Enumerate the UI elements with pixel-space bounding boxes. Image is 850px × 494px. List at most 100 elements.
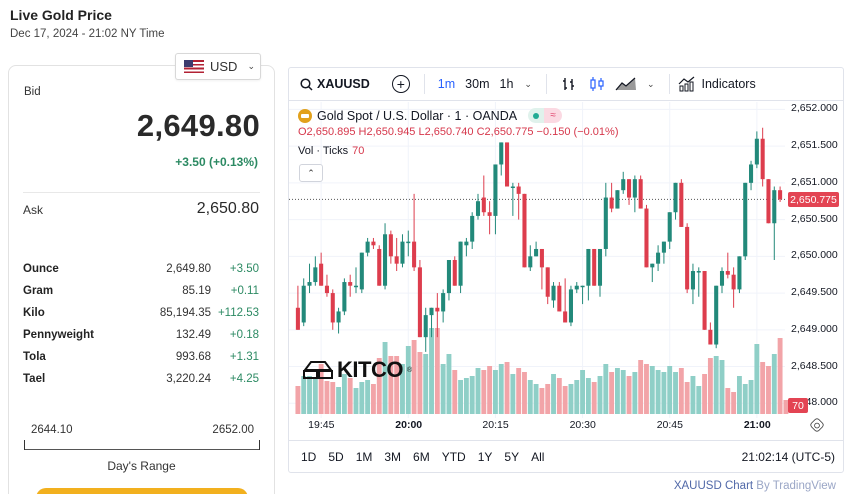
unit-price: 2,649.80: [166, 263, 211, 275]
range-button-1m[interactable]: 1M: [355, 450, 373, 464]
kitco-bars-icon: [303, 361, 333, 379]
page-title: Live Gold Price: [10, 7, 112, 23]
days-range-bar: [24, 440, 260, 450]
currency-select[interactable]: USD ⌄: [175, 53, 261, 80]
unit-row-gram: Gram 85.19 +0.11: [23, 280, 259, 302]
chevron-up-icon: ⌃: [307, 167, 315, 178]
divider: [23, 192, 260, 193]
unit-row-pennyweight: Pennyweight 132.49 +0.18: [23, 324, 259, 346]
unit-price: 132.49: [175, 329, 211, 341]
time-axis-label: 20:15: [482, 419, 509, 431]
price-axis-label: 2,649.000: [791, 322, 838, 335]
chart-type-dropdown-chevron-icon[interactable]: ⌄: [646, 78, 655, 89]
candles-style-button[interactable]: [589, 68, 605, 100]
ohlc-values: O2,650.895 H2,650.945 L2,650.740 C2,650.…: [298, 126, 619, 138]
unit-change: +0.18: [229, 329, 259, 341]
interval-30m[interactable]: 30m: [465, 77, 490, 91]
attribution-symbol: XAUUSD: [673, 480, 722, 492]
bars-icon: [562, 78, 574, 90]
unit-name: Tael: [23, 373, 46, 385]
kitco-text: KITCO: [337, 357, 403, 382]
search-icon: [300, 77, 313, 91]
plus-icon: +: [396, 76, 405, 92]
chart-bottom-bar: 1D 5D 1M 3M 6M YTD 1Y 5Y All 21:02:14 (UTC-5): [289, 440, 843, 473]
tradingview-attribution[interactable]: XAUUSD Chart By TradingView: [674, 480, 836, 492]
bar-style-button[interactable]: [561, 68, 577, 100]
candles-icon: [590, 77, 604, 91]
attribution-by: By TradingView: [756, 480, 836, 492]
unit-name: Tola: [23, 351, 46, 363]
volume-value: 70: [352, 145, 365, 157]
last-price-tag: 2,650.775: [788, 192, 839, 208]
us-flag-icon: [184, 60, 204, 73]
compare-symbol-button[interactable]: +: [391, 75, 410, 93]
currency-value: USD: [210, 59, 238, 74]
indicators-label: Indicators: [701, 77, 756, 91]
candlestick-plot[interactable]: [289, 102, 845, 440]
ask-value: 2,650.80: [196, 200, 259, 217]
unit-row-tael: Tael 3,220.24 +4.25: [23, 368, 259, 390]
indicators-icon: [678, 76, 694, 92]
gold-symbol-icon: [298, 108, 312, 123]
area-style-button[interactable]: [615, 68, 637, 100]
price-axis-label: 2,651.000: [791, 175, 838, 188]
unit-price: 3,220.24: [166, 373, 211, 385]
area-chart-icon: [615, 77, 636, 91]
kitco-watermark: KITCO ®: [303, 357, 412, 383]
price-axis-label: 2,651.500: [791, 139, 838, 152]
unit-change: +112.53: [217, 307, 259, 319]
time-axis-label: 21:00: [743, 419, 771, 431]
registered-mark: ®: [406, 366, 412, 374]
time-axis-label: 20:00: [395, 419, 423, 431]
unit-name: Pennyweight: [23, 329, 94, 341]
range-button-all[interactable]: All: [531, 450, 545, 464]
chart-widget: XAUUSD + 1m 30m 1h ⌄ ⌄ Indicators Gold S…: [288, 67, 844, 473]
unit-change: +0.11: [230, 285, 259, 297]
unit-change: +1.31: [229, 351, 259, 363]
unit-row-kilo: Kilo 85,194.35 +112.53: [23, 302, 259, 324]
range-button-ytd[interactable]: YTD: [441, 450, 466, 464]
unit-name: Kilo: [23, 307, 45, 319]
chevron-down-icon: ⌄: [247, 61, 255, 71]
range-buttons: 1D 5D 1M 3M 6M YTD 1Y 5Y All: [301, 450, 556, 464]
range-button-1y[interactable]: 1Y: [477, 450, 493, 464]
toolbar-divider: [668, 74, 670, 94]
bid-value: 2,649.80: [136, 108, 260, 143]
unit-row-ounce: Ounce 2,649.80 +3.50: [23, 258, 259, 280]
price-axis-label: 2,652.000: [791, 102, 838, 115]
chart-toolbar: XAUUSD + 1m 30m 1h ⌄ ⌄ Indicators: [289, 68, 843, 101]
interval-dropdown-chevron-icon[interactable]: ⌄: [524, 78, 532, 89]
range-button-3m[interactable]: 3M: [384, 450, 402, 464]
price-card: [8, 65, 275, 494]
price-axis-label: 2,648.500: [791, 359, 838, 372]
range-button-5d[interactable]: 5D: [328, 450, 344, 464]
bid-label: Bid: [24, 86, 41, 98]
price-axis-label: 2,650.000: [791, 249, 838, 262]
range-button-5y[interactable]: 5Y: [504, 450, 520, 464]
symbol-label: XAUUSD: [317, 77, 370, 91]
range-button-1d[interactable]: 1D: [301, 450, 317, 464]
unit-price: 993.68: [175, 351, 211, 363]
chart-legend-title: Gold Spot / U.S. Dollar · 1 · OANDA ≈: [298, 108, 563, 123]
interval-1h[interactable]: 1h: [499, 77, 514, 91]
volume-label: Vol · Ticks: [298, 145, 349, 157]
interval-1m[interactable]: 1m: [437, 77, 456, 91]
legend-title-text: Gold Spot / U.S. Dollar · 1 · OANDA: [317, 108, 518, 123]
symbol-search-button[interactable]: XAUUSD: [300, 68, 370, 100]
market-status-pill[interactable]: ≈: [528, 108, 563, 123]
action-button[interactable]: [36, 488, 248, 494]
range-button-6m[interactable]: 6M: [413, 450, 430, 464]
attribution-chart: Chart: [724, 480, 754, 492]
market-open-dot-icon: [528, 108, 545, 123]
indicators-button[interactable]: Indicators: [678, 68, 756, 100]
days-range-high: 2652.00: [212, 424, 254, 436]
page-subtitle: Dec 17, 2024 - 21:02 NY Time: [10, 28, 165, 40]
days-range-label: Day's Range: [107, 459, 176, 473]
time-axis-label: 20:30: [569, 419, 596, 431]
bid-change: +3.50 (+0.13%): [175, 155, 258, 169]
unit-price: 85,194.35: [159, 307, 211, 319]
unit-name: Ounce: [23, 263, 59, 275]
collapse-legend-button[interactable]: ⌃: [299, 164, 323, 182]
unit-row-tola: Tola 993.68 +1.31: [23, 346, 259, 368]
unit-change: +4.25: [229, 373, 259, 385]
